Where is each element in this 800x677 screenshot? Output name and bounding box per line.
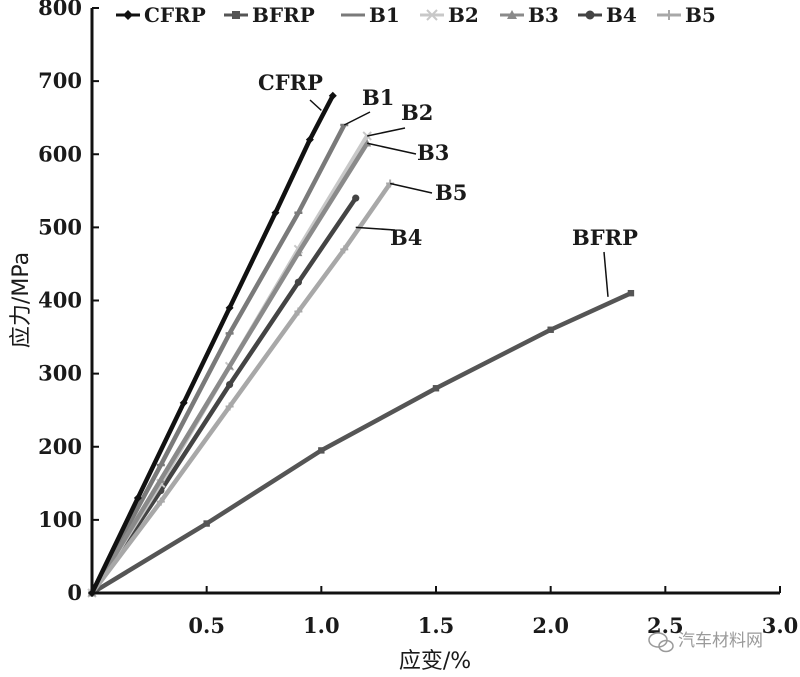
data-point — [294, 248, 303, 257]
leader-line — [389, 182, 433, 194]
data-point — [225, 303, 234, 312]
legend-label: B4 — [606, 3, 637, 27]
data-point — [432, 385, 440, 392]
leader-line — [343, 111, 371, 126]
data-point — [225, 402, 234, 411]
annotation-label: BFRP — [572, 225, 638, 250]
annotation-label: CFRP — [258, 70, 323, 95]
y-tick-label: 700 — [38, 68, 82, 93]
series-cfrp — [88, 91, 337, 597]
annotation-label: B1 — [362, 85, 394, 110]
y-tick-label: 0 — [67, 580, 82, 605]
y-tick-label: 300 — [38, 361, 82, 386]
annotation-b4: B4 — [355, 225, 422, 250]
series-b3 — [88, 139, 372, 597]
x-tick-label: 1.5 — [418, 613, 455, 638]
y-tick-label: 200 — [38, 434, 82, 459]
y-axis-title: 应力/MPa — [9, 252, 34, 348]
data-point — [305, 135, 314, 144]
annotation-bfrp: BFRP — [572, 225, 638, 297]
data-point — [225, 362, 234, 370]
legend-label: B1 — [369, 3, 400, 27]
series-line — [90, 123, 347, 595]
leader-line — [603, 251, 609, 297]
legend-swatch-marker — [123, 10, 133, 20]
legend-item-b5: B5 — [657, 3, 716, 27]
data-point — [156, 475, 165, 483]
data-point — [271, 208, 280, 217]
data-point — [362, 131, 372, 141]
annotation-label: B5 — [435, 180, 467, 205]
series-line — [90, 291, 632, 595]
data-point — [203, 520, 210, 527]
data-point — [627, 289, 635, 297]
legend-swatch-marker — [426, 9, 438, 21]
series-layer — [87, 91, 635, 598]
y-tick-label: 400 — [38, 288, 82, 313]
annotation-b3: B3 — [367, 140, 449, 165]
legend-label: B5 — [685, 3, 716, 27]
leader-line — [355, 226, 396, 231]
annotation-layer: CFRP B1 B2 B3 B5 B4 BFRP — [258, 70, 638, 297]
annotation-b5: B5 — [389, 180, 467, 205]
legend-swatch-marker — [232, 11, 240, 19]
annotation-b2: B2 — [367, 100, 433, 137]
leader-line — [367, 142, 417, 155]
data-point — [363, 139, 372, 147]
annotation-label: B3 — [417, 140, 449, 165]
data-point — [294, 307, 303, 316]
leader-line — [367, 127, 406, 137]
x-tick-label: 0.5 — [188, 613, 225, 638]
annotation-b1: B1 — [343, 85, 394, 126]
annotation-label: B2 — [401, 100, 433, 125]
data-point — [226, 380, 234, 389]
watermark: 汽车材料网 — [648, 631, 763, 653]
data-point — [179, 398, 188, 407]
data-point — [133, 493, 142, 502]
series-line — [90, 182, 392, 595]
data-point — [294, 278, 302, 286]
legend-item-b3: B3 — [500, 3, 559, 27]
x-tick-label: 3.0 — [762, 613, 799, 638]
y-tick-label: 800 — [38, 0, 82, 20]
leader-line — [309, 99, 322, 111]
legend: CFRP BFRP B1 B2 B3 B4 B5 — [116, 3, 716, 27]
watermark-text: 汽车材料网 — [678, 631, 763, 651]
data-point — [328, 91, 337, 100]
data-point — [547, 326, 554, 333]
legend-swatch-marker — [507, 10, 517, 19]
data-point — [318, 447, 325, 454]
legend-label: B3 — [528, 3, 559, 27]
legend-label: CFRP — [144, 3, 206, 27]
y-tick-label: 100 — [38, 507, 82, 532]
legend-label: BFRP — [252, 3, 315, 27]
data-point — [156, 497, 165, 506]
annotation-cfrp: CFRP — [258, 70, 323, 111]
legend-item-b4: B4 — [578, 3, 637, 27]
x-axis-title: 应变/% — [399, 649, 471, 674]
data-point — [340, 245, 349, 254]
wechat-icon — [648, 632, 674, 653]
legend-item-cfrp: CFRP — [116, 3, 206, 27]
x-tick-label: 2.0 — [532, 613, 569, 638]
legend-swatch-marker — [585, 10, 595, 20]
annotation-label: B4 — [390, 225, 422, 250]
legend-item-b2: B2 — [420, 3, 479, 27]
y-tick-label: 500 — [38, 214, 82, 239]
legend-swatch-marker — [664, 10, 674, 20]
legend-item-b1: B1 — [341, 3, 400, 27]
x-tick-label: 1.0 — [303, 613, 340, 638]
series-b5 — [88, 179, 395, 597]
legend-item-bfrp: BFRP — [224, 3, 315, 27]
y-tick-label: 600 — [38, 141, 82, 166]
legend-label: B2 — [448, 3, 479, 27]
data-point — [352, 194, 360, 202]
